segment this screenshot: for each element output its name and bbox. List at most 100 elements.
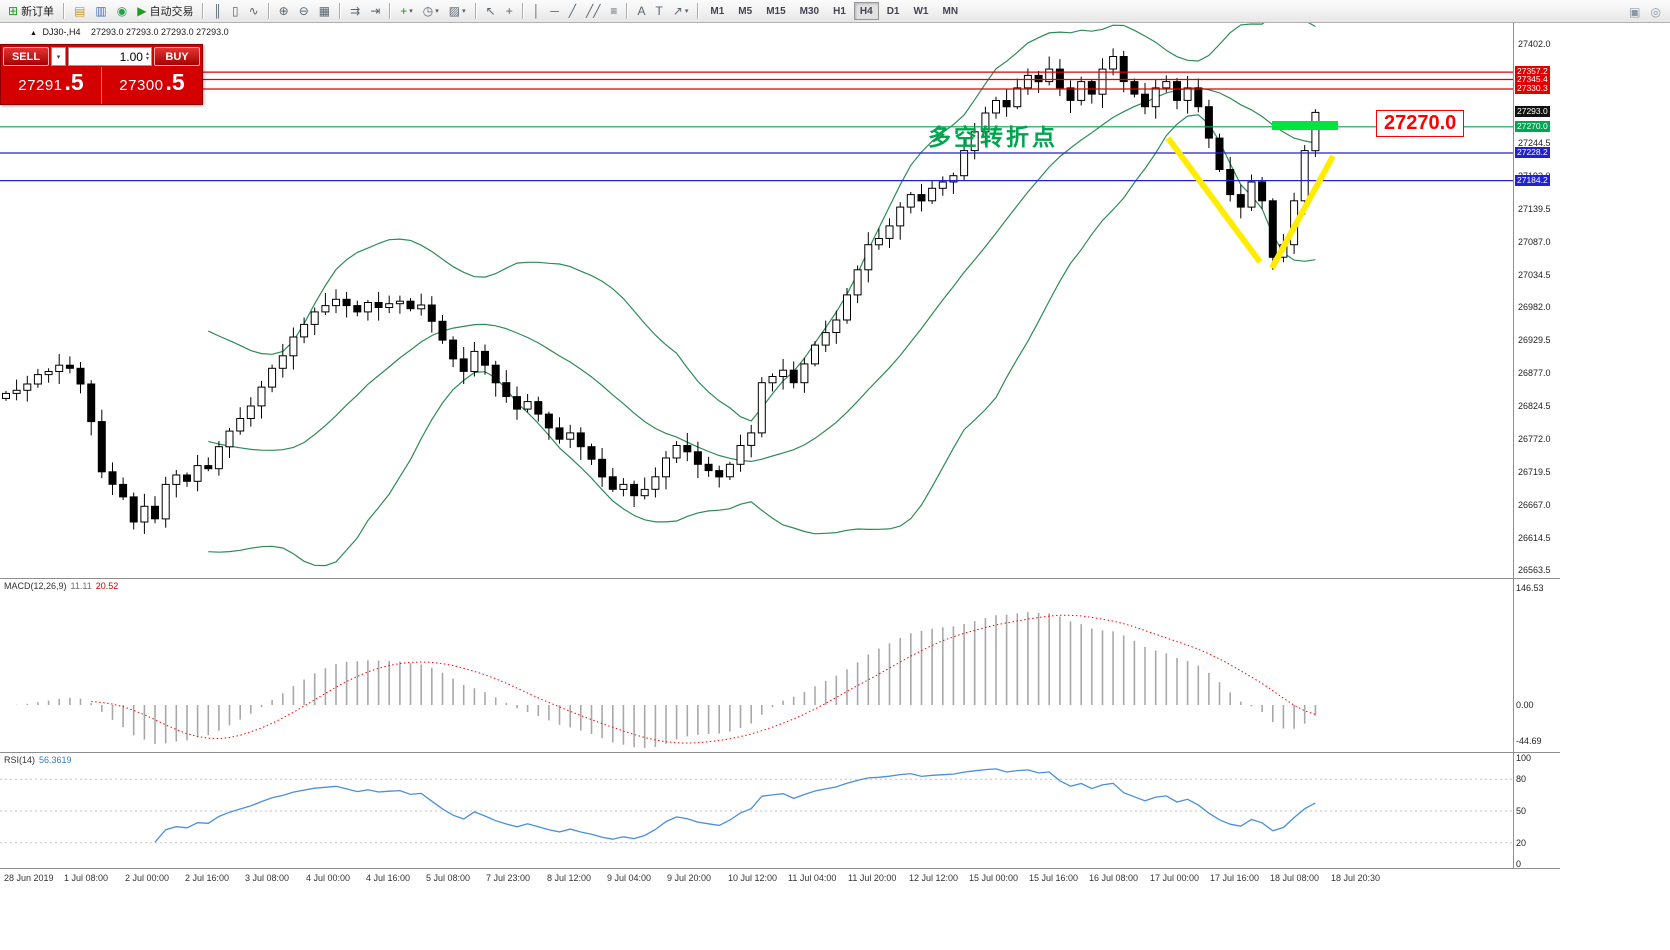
time-label: 28 Jun 2019: [4, 873, 54, 883]
time-label: 9 Jul 20:00: [667, 873, 712, 883]
macd-tick: 0.00: [1516, 700, 1534, 710]
turning-point-annotation[interactable]: 多空转折点: [928, 124, 1058, 150]
price-level-label: 27270.0: [1515, 121, 1550, 132]
chart-bars-button[interactable]: ║: [209, 2, 226, 21]
time-axis[interactable]: 28 Jun 2019 1 Jul 08:00 2 Jul 00:00 2 Jul 1…: [0, 869, 1560, 889]
fibonacci-button[interactable]: ≡: [606, 2, 621, 21]
grid-button[interactable]: ▦: [315, 2, 334, 21]
page-button[interactable]: ▣: [1625, 2, 1644, 21]
time-label: 11 Jul 04:00: [788, 873, 837, 883]
macd-main-value: 11.11: [70, 581, 92, 591]
zoom-in-button[interactable]: ⊕: [275, 2, 293, 21]
auto-scroll-button[interactable]: ⇉: [346, 2, 364, 21]
volume-dropdown[interactable]: ▾: [51, 47, 66, 66]
vertical-line-icon: │: [532, 4, 541, 18]
tf-h4-label: H4: [859, 5, 873, 17]
chart-shift-button[interactable]: ⇥: [366, 2, 384, 21]
chart-line-button[interactable]: ∿: [245, 2, 263, 21]
buy-price[interactable]: 27300 .5: [102, 67, 202, 104]
label-button[interactable]: T: [651, 2, 666, 21]
tf-m5-button[interactable]: M5: [732, 2, 758, 20]
price-tick: 26563.5: [1518, 565, 1551, 575]
price-tick: 26614.5: [1518, 533, 1551, 543]
vertical-line-button[interactable]: │: [529, 2, 545, 21]
panel-separator[interactable]: [0, 578, 1560, 579]
tf-h4-button[interactable]: H4: [853, 2, 879, 20]
trendline-button[interactable]: ╱: [565, 2, 580, 21]
toolbar-separator: [474, 3, 477, 19]
new-order-button[interactable]: ⊞ 新订单: [4, 2, 58, 21]
price-level-label: 27228.2: [1515, 147, 1550, 158]
chevron-down-icon: ▾: [435, 8, 439, 15]
sell-price[interactable]: 27291 .5: [1, 67, 102, 104]
arrows-button[interactable]: ↗ ▾: [669, 2, 693, 21]
chevron-down-icon: ▾: [684, 8, 689, 15]
fibonacci-icon: ≡: [610, 4, 618, 18]
rsi-panel[interactable]: [0, 752, 1513, 868]
tf-w1-button[interactable]: W1: [907, 2, 934, 20]
cursor-icon: ↖: [485, 4, 496, 18]
tf-mn-button[interactable]: MN: [936, 2, 964, 20]
tf-m1-label: M1: [710, 5, 725, 17]
crosshair-button[interactable]: +: [502, 2, 517, 21]
templates-button[interactable]: ▨ ▾: [445, 2, 470, 21]
auto-scroll-icon: ⇉: [350, 4, 361, 18]
periods-button[interactable]: ◷ ▾: [419, 2, 443, 21]
price-level-label: 27345.4: [1515, 74, 1550, 85]
macd-panel[interactable]: [0, 578, 1513, 752]
v-shape-line-2[interactable]: [1269, 154, 1336, 270]
tf-m15-label: M15: [766, 5, 786, 17]
templates-icon: ▨: [448, 4, 461, 18]
toolbar-separator: [63, 3, 66, 19]
volume-value: 1.00: [119, 49, 143, 64]
spinner-down-icon[interactable]: ▾: [145, 55, 149, 62]
text-button[interactable]: A: [633, 2, 649, 21]
macd-histogram: [15, 612, 1317, 749]
tf-m30-button[interactable]: M30: [794, 2, 825, 20]
panel-separator: [0, 868, 1560, 869]
spinner-up-icon[interactable]: ▴: [145, 50, 149, 57]
new-order-icon: ⊞: [8, 4, 19, 18]
chevron-down-icon: ▾: [409, 8, 413, 15]
highlight-segment[interactable]: [1272, 121, 1338, 130]
time-label: 8 Jul 12:00: [547, 873, 592, 883]
price-scale[interactable]: 27402.027349.527297.027244.527192.027139…: [1513, 22, 1570, 868]
time-label: 2 Jul 00:00: [125, 873, 170, 883]
chart-candles-button[interactable]: ▯: [228, 2, 243, 21]
buy-button[interactable]: BUY: [154, 47, 200, 66]
auto-trading-button[interactable]: ▶ 自动交易: [133, 2, 197, 21]
time-label: 15 Jul 00:00: [969, 873, 1019, 883]
navigator-button[interactable]: ◉: [113, 2, 131, 21]
main-chart[interactable]: [0, 22, 1513, 578]
one-click-trading-panel: SELL ▾ 1.00 ▴ ▾ BUY 27291 .5 27300 .5: [0, 44, 203, 105]
tf-h1-button[interactable]: H1: [827, 2, 852, 20]
time-label: 12 Jul 12:00: [909, 873, 959, 883]
horizontal-line-button[interactable]: ─: [546, 2, 563, 21]
cursor-button[interactable]: ↖: [482, 2, 500, 21]
channel-button[interactable]: ╱╱: [582, 2, 604, 21]
volume-input[interactable]: 1.00 ▴ ▾: [68, 47, 152, 66]
market-watch-button[interactable]: ▤: [70, 2, 89, 21]
tf-m1-button[interactable]: M1: [704, 2, 730, 20]
time-label: 4 Jul 00:00: [306, 873, 351, 883]
macd-tick: 146.53: [1516, 583, 1544, 593]
data-window-button[interactable]: ▥: [91, 2, 110, 21]
price-tick: 26929.5: [1518, 335, 1551, 345]
price-level-label: 27357.2: [1515, 66, 1550, 77]
tf-m15-button[interactable]: M15: [760, 2, 791, 20]
auto-trading-label: 自动交易: [149, 6, 194, 18]
rsi-name: RSI(14): [4, 755, 36, 765]
rsi-tick: 20: [1516, 838, 1527, 848]
indicators-icon: +: [400, 4, 408, 18]
v-shape-line-1[interactable]: [1165, 136, 1263, 264]
tf-d1-button[interactable]: D1: [881, 2, 906, 20]
price-tick: 27139.5: [1518, 204, 1551, 214]
globe-button[interactable]: ◎: [1647, 2, 1665, 21]
sell-button[interactable]: SELL: [3, 47, 49, 66]
price-callout-label[interactable]: 27270.0: [1376, 110, 1465, 137]
indicators-button[interactable]: + ▾: [396, 2, 417, 21]
time-label: 9 Jul 04:00: [607, 873, 652, 883]
zoom-out-button[interactable]: ⊖: [295, 2, 313, 21]
data-window-icon: ▥: [95, 4, 107, 18]
panel-separator[interactable]: [0, 752, 1560, 753]
